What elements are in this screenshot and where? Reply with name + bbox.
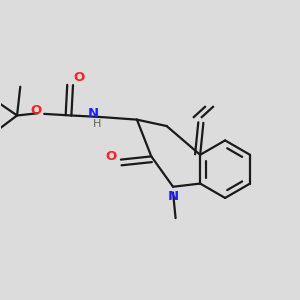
Text: H: H bbox=[93, 119, 101, 129]
Text: O: O bbox=[30, 104, 42, 117]
Text: O: O bbox=[106, 150, 117, 163]
Text: O: O bbox=[73, 70, 84, 84]
Text: N: N bbox=[88, 107, 99, 120]
Text: N: N bbox=[168, 190, 179, 203]
